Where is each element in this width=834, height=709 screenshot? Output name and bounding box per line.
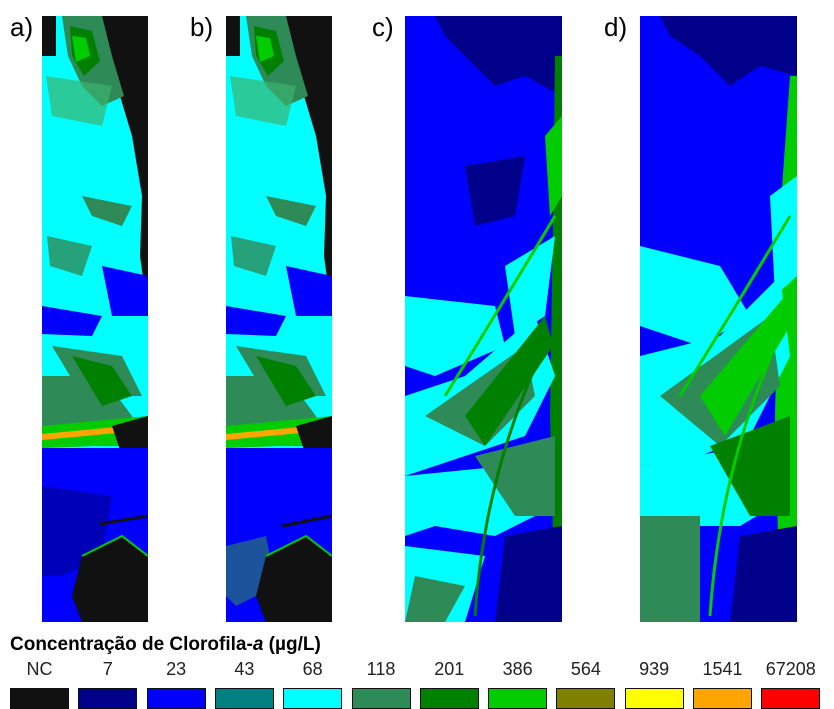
legend-item: 67208 (761, 659, 821, 709)
legend-value: NC (26, 659, 53, 679)
legend-title: Concentração de Clorofila-a (µg/L) (10, 634, 321, 656)
legend-swatch (10, 688, 69, 709)
legend-item: 68 (283, 659, 343, 709)
panel-label-c: c) (372, 12, 394, 42)
legend-value: 23 (166, 659, 187, 679)
map-panel-d (640, 16, 797, 622)
panel-label-d: d) (604, 12, 628, 42)
legend-value: 201 (434, 659, 465, 679)
legend-value: 68 (302, 659, 323, 679)
legend-swatch (761, 688, 821, 709)
legend-item: NC (10, 659, 69, 709)
legend-value: 386 (502, 659, 533, 679)
legend-swatch (624, 688, 684, 709)
legend-item: 118 (351, 659, 411, 709)
legend-item: 201 (419, 659, 479, 709)
legend-swatch (146, 688, 206, 709)
legend-value: 43 (234, 659, 255, 679)
map-panel-c (405, 16, 562, 622)
map-panel-a (42, 16, 148, 622)
legend-value: 939 (639, 659, 670, 679)
legend-swatch (419, 688, 479, 709)
legend-title-italic: a (252, 634, 264, 655)
legend-swatch (556, 688, 616, 709)
legend-value: 7 (102, 659, 113, 679)
legend-value: 118 (366, 659, 396, 679)
map-panel-b (226, 16, 332, 622)
legend-item: 7 (78, 659, 138, 709)
legend-value: 564 (570, 659, 601, 679)
legend-item: 43 (214, 659, 274, 709)
legend-value: 1541 (702, 659, 743, 679)
legend-swatch (214, 688, 274, 709)
panel-label-b: b) (190, 12, 214, 42)
legend-swatch (78, 688, 138, 709)
legend-swatch (488, 688, 548, 709)
legend: NC 7 23 43 68 118 201 386 564 939 1541 67208 (10, 659, 830, 709)
legend-item: 23 (146, 659, 206, 709)
legend-title-prefix: Concentração de Clorofila- (10, 634, 253, 655)
legend-title-suffix: (µg/L) (263, 634, 321, 655)
legend-swatch (351, 688, 411, 709)
legend-item: 564 (556, 659, 616, 709)
legend-value: 67208 (765, 659, 816, 679)
legend-swatch (283, 688, 343, 709)
legend-item: 939 (624, 659, 684, 709)
legend-swatch (693, 688, 752, 709)
legend-item: 1541 (693, 659, 752, 709)
panel-label-a: a) (10, 12, 34, 42)
legend-item: 386 (488, 659, 548, 709)
